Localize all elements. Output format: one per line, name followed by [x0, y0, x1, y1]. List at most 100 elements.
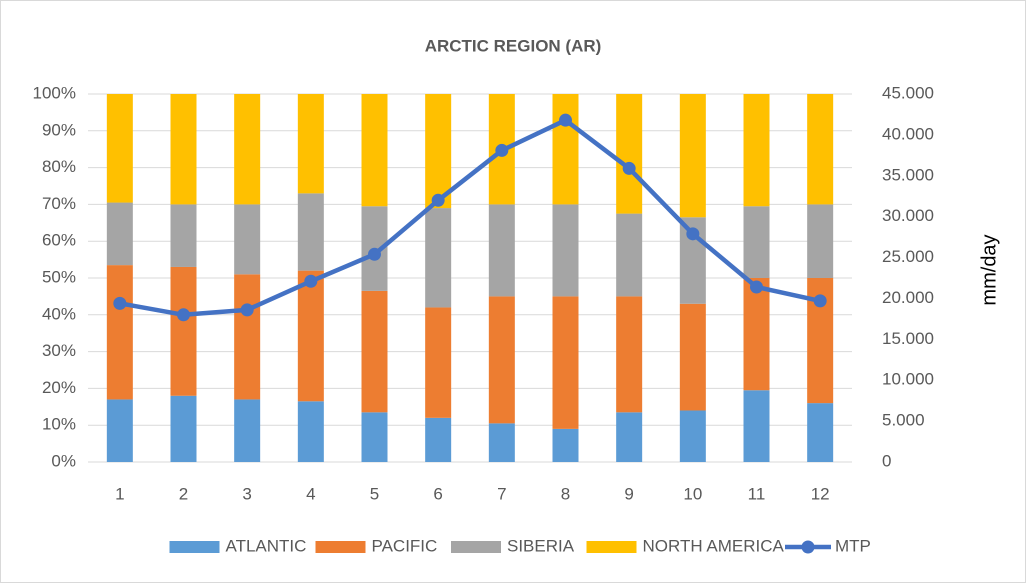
- bar-segment: [361, 290, 388, 413]
- line-marker: [813, 294, 827, 308]
- bar-segment: [488, 423, 515, 462]
- bar-segment: [297, 401, 324, 462]
- legend-swatch: [586, 541, 637, 553]
- bar-segment: [552, 94, 579, 205]
- bar-segment: [297, 270, 324, 402]
- y2-tick-label: 45.000: [882, 83, 934, 102]
- chart-title: ARCTIC REGION (AR): [425, 36, 602, 55]
- x-tick-label: 4: [306, 484, 315, 503]
- x-tick-label: 10: [683, 484, 702, 503]
- y-tick-label: 50%: [42, 267, 76, 286]
- x-tick-label: 12: [811, 484, 830, 503]
- y2-tick-label: 35.000: [882, 165, 934, 184]
- bar-segment: [743, 278, 770, 391]
- y-tick-label: 60%: [42, 231, 76, 250]
- y2-tick-label: 25.000: [882, 247, 934, 266]
- y-tick-label: 30%: [42, 341, 76, 360]
- bar-segment: [170, 204, 197, 267]
- line-marker: [113, 296, 127, 310]
- bar-segment: [552, 428, 579, 462]
- bar-segment: [743, 94, 770, 207]
- bar-segment: [616, 296, 643, 413]
- bar-segment: [807, 94, 834, 205]
- line-marker: [686, 227, 700, 241]
- y2-tick-label: 5.000: [882, 411, 925, 430]
- legend-label: ATLANTIC: [226, 536, 307, 555]
- x-tick-label: 1: [115, 484, 124, 503]
- bar-segment: [488, 204, 515, 297]
- bar-segment: [170, 395, 197, 462]
- y2-tick-label: 15.000: [882, 329, 934, 348]
- y2-tick-label: 20.000: [882, 288, 934, 307]
- line-marker: [368, 247, 381, 261]
- y-tick-label: 70%: [42, 194, 76, 213]
- bar-segment: [425, 417, 452, 462]
- bar-segment: [616, 213, 643, 297]
- bar-segment: [552, 204, 579, 297]
- y-tick-label: 10%: [42, 415, 76, 434]
- bar-segment: [552, 296, 579, 429]
- bar-segment: [807, 403, 834, 462]
- line-marker: [304, 274, 318, 288]
- bar-segment: [425, 307, 452, 418]
- legend-swatch: [315, 541, 366, 553]
- legend-swatch: [451, 541, 501, 553]
- bar-segment: [106, 265, 133, 400]
- line-marker: [431, 193, 445, 207]
- x-tick-label: 3: [242, 484, 251, 503]
- line: [119, 117, 821, 318]
- line-marker: [240, 303, 254, 317]
- bar-segment: [361, 412, 388, 462]
- x-tick-label: 7: [497, 484, 506, 503]
- bar-segment: [297, 94, 324, 194]
- bar-segment: [297, 193, 324, 271]
- bar-segment: [170, 266, 197, 396]
- x-tick-label: 11: [748, 484, 766, 503]
- y-tick-label: 0%: [51, 451, 76, 470]
- bar-segment: [679, 410, 706, 462]
- x-tick-label: 8: [561, 484, 570, 503]
- x-tick-label: 6: [433, 484, 442, 503]
- x-tick-label: 5: [370, 484, 379, 503]
- bar-segment: [616, 412, 643, 462]
- bar-segment: [106, 94, 133, 203]
- bar-segment: [170, 94, 197, 205]
- bar-segment: [234, 399, 261, 462]
- bar-segment: [679, 303, 706, 411]
- bar-segment: [679, 94, 706, 218]
- bar-segment: [234, 94, 261, 205]
- bar-segment: [616, 94, 643, 214]
- bar-segment: [234, 204, 261, 275]
- legend-label: PACIFIC: [372, 536, 438, 555]
- legend-swatch: [169, 541, 220, 553]
- y2-axis-title: mm/day: [978, 234, 1000, 305]
- y2-tick-label: 10.000: [882, 370, 934, 389]
- x-tick-label: 2: [179, 484, 188, 503]
- y-tick-label: 40%: [42, 304, 76, 323]
- bar-segment: [743, 390, 770, 462]
- bar-segment: [743, 206, 770, 278]
- line-marker: [495, 143, 509, 157]
- y-tick-label: 100%: [33, 83, 76, 102]
- bar-segment: [106, 202, 133, 266]
- x-tick-label: 9: [624, 484, 633, 503]
- y-tick-label: 90%: [42, 120, 76, 139]
- bar-segment: [106, 399, 133, 462]
- bar-segment: [425, 94, 452, 209]
- legend-label: MTP: [835, 536, 871, 555]
- bar-segment: [807, 204, 834, 278]
- y2-tick-label: 30.000: [882, 206, 934, 225]
- line-marker: [559, 113, 572, 127]
- y-tick-label: 80%: [42, 157, 76, 176]
- legend-label: NORTH AMERICA: [643, 536, 785, 555]
- legend-label: SIBERIA: [507, 536, 575, 555]
- line-marker: [750, 280, 763, 294]
- bar-segment: [425, 208, 452, 308]
- line-marker: [622, 161, 636, 175]
- legend-marker: [801, 540, 815, 554]
- bar-segment: [234, 274, 261, 400]
- line-marker: [177, 308, 190, 322]
- bar-segment: [488, 296, 515, 424]
- y2-tick-label: 0: [882, 451, 891, 470]
